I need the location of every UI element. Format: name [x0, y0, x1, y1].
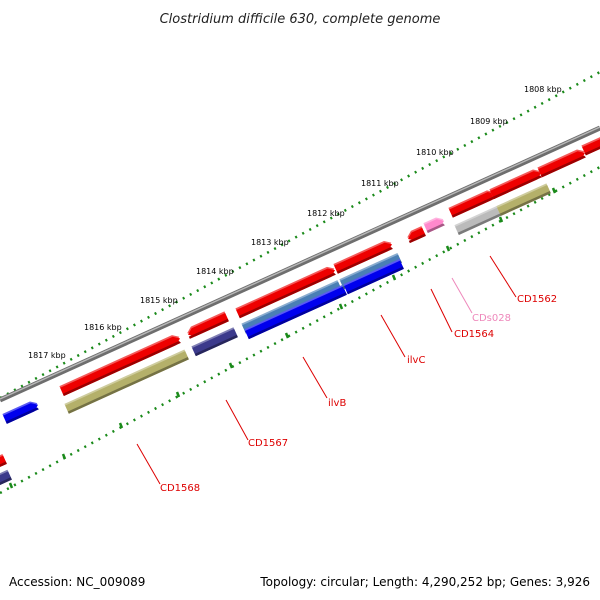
genome-summary-text: Topology: circular; Length: 4,290,252 bp… — [259, 575, 590, 589]
feature-cd1568-olive-body — [65, 351, 189, 414]
feature-ilvb-shade — [247, 292, 347, 340]
feature-cds028[interactable] — [423, 215, 445, 233]
feature-red-a-shade — [188, 318, 229, 339]
kbp-label-1811: 1811 kbp — [361, 179, 399, 188]
leader-cd1567 — [225, 399, 249, 441]
feature-cd1568-olive[interactable] — [64, 349, 189, 414]
genome-backbone — [0, 125, 600, 403]
leader-cds028 — [451, 277, 473, 314]
feature-red-e-body — [490, 171, 542, 200]
feature-ilvc-body — [344, 260, 404, 295]
feature-red-e[interactable] — [489, 167, 542, 200]
kbp-label-1809: 1809 kbp — [470, 117, 508, 126]
feature-cd1562-gray-body — [455, 204, 507, 235]
feature-cd1567-body — [192, 328, 238, 357]
feature-cd1562-gray-shade — [457, 210, 507, 235]
gene-label-cd1562[interactable]: CD1562 — [517, 294, 557, 305]
kbp-label-1816: 1816 kbp — [84, 323, 122, 332]
gene-label-ilvc[interactable]: ilvC — [407, 355, 425, 366]
feature-red-b[interactable] — [235, 264, 336, 319]
kbp-label-1815: 1815 kbp — [140, 296, 178, 305]
feature-olive-right[interactable] — [496, 183, 551, 216]
feature-red-c[interactable] — [333, 239, 393, 274]
feature-cd1567-shade — [194, 334, 238, 357]
feature-ilvc-shade — [346, 266, 404, 295]
feature-red-f-body — [538, 151, 586, 178]
feature-blue-left-body — [3, 403, 39, 424]
feature-red-a[interactable] — [185, 311, 229, 339]
leader-cd1564 — [430, 288, 453, 333]
kbp-label-1817: 1817 kbp — [28, 351, 66, 360]
kbp-label-1812: 1812 kbp — [307, 209, 345, 218]
feature-left-edge-purple[interactable] — [0, 469, 12, 487]
feature-left-edge-red-shade — [0, 461, 7, 469]
feature-red-g-shade — [584, 137, 600, 156]
feature-blue-left-shade — [5, 407, 39, 424]
feature-ilvb-body — [245, 286, 347, 340]
leader-ilvc — [380, 314, 406, 358]
inner-ruler-ticks — [8, 187, 557, 489]
feature-red-f-shade — [540, 155, 586, 178]
feature-red-g-body — [582, 133, 600, 156]
kbp-label-1810: 1810 kbp — [416, 148, 454, 157]
feature-red-c-body — [334, 242, 393, 274]
feature-olive-right-body — [497, 185, 551, 216]
leader-cd1562 — [489, 255, 517, 298]
gene-label-cd1568[interactable]: CD1568 — [160, 483, 200, 494]
feature-cd1562-gray[interactable] — [454, 203, 507, 235]
feature-red-d-shade — [451, 196, 496, 218]
leader-cd1568 — [136, 443, 161, 485]
feature-cds028-body — [424, 219, 445, 233]
gene-label-cd1567[interactable]: CD1567 — [248, 438, 288, 449]
feature-cd1568[interactable] — [59, 333, 181, 396]
kbp-label-1808: 1808 kbp — [524, 85, 562, 94]
feature-red-f[interactable] — [537, 147, 586, 178]
feature-red-b-shade — [238, 272, 336, 319]
gene-label-cd1564[interactable]: CD1564 — [454, 329, 494, 340]
inner-ruler — [0, 165, 600, 495]
gene-label-ilvb[interactable]: ilvB — [328, 398, 346, 409]
kbp-label-1813: 1813 kbp — [251, 238, 289, 247]
feature-red-c-shade — [336, 246, 393, 274]
map-title: Clostridium difficile 630, complete geno… — [160, 12, 441, 27]
feature-cd1568-body — [60, 336, 180, 396]
leader-ilvb — [302, 356, 328, 399]
feature-cds028-shade — [426, 223, 445, 233]
feature-left-edge-purple-body — [0, 471, 12, 487]
feature-cd1564-shade — [408, 233, 426, 244]
feature-ilvb[interactable] — [244, 284, 347, 340]
feature-red-e-shade — [492, 175, 542, 200]
feature-red-a-body — [188, 313, 229, 337]
feature-cd1564[interactable] — [405, 226, 426, 244]
outer-ruler — [0, 70, 600, 400]
feature-left-edge-red[interactable] — [0, 453, 7, 469]
feature-cd1568-shade — [62, 341, 181, 396]
feature-left-edge-purple-shade — [0, 477, 12, 487]
feature-red-b-body — [236, 268, 336, 319]
feature-cd1567[interactable] — [191, 327, 238, 357]
feature-blue-left[interactable] — [2, 399, 39, 424]
feature-ilvc[interactable] — [343, 259, 404, 295]
feature-olive-right-shade — [499, 190, 551, 216]
accession-text: Accession: NC_009089 — [9, 575, 145, 589]
feature-cd1568-olive-shade — [67, 357, 189, 414]
feature-red-d-body — [449, 191, 495, 218]
feature-red-d[interactable] — [448, 188, 496, 218]
kbp-label-1814: 1814 kbp — [196, 267, 234, 276]
feature-red-g[interactable] — [581, 129, 600, 156]
gene-label-cds028[interactable]: CDs028 — [472, 313, 511, 324]
